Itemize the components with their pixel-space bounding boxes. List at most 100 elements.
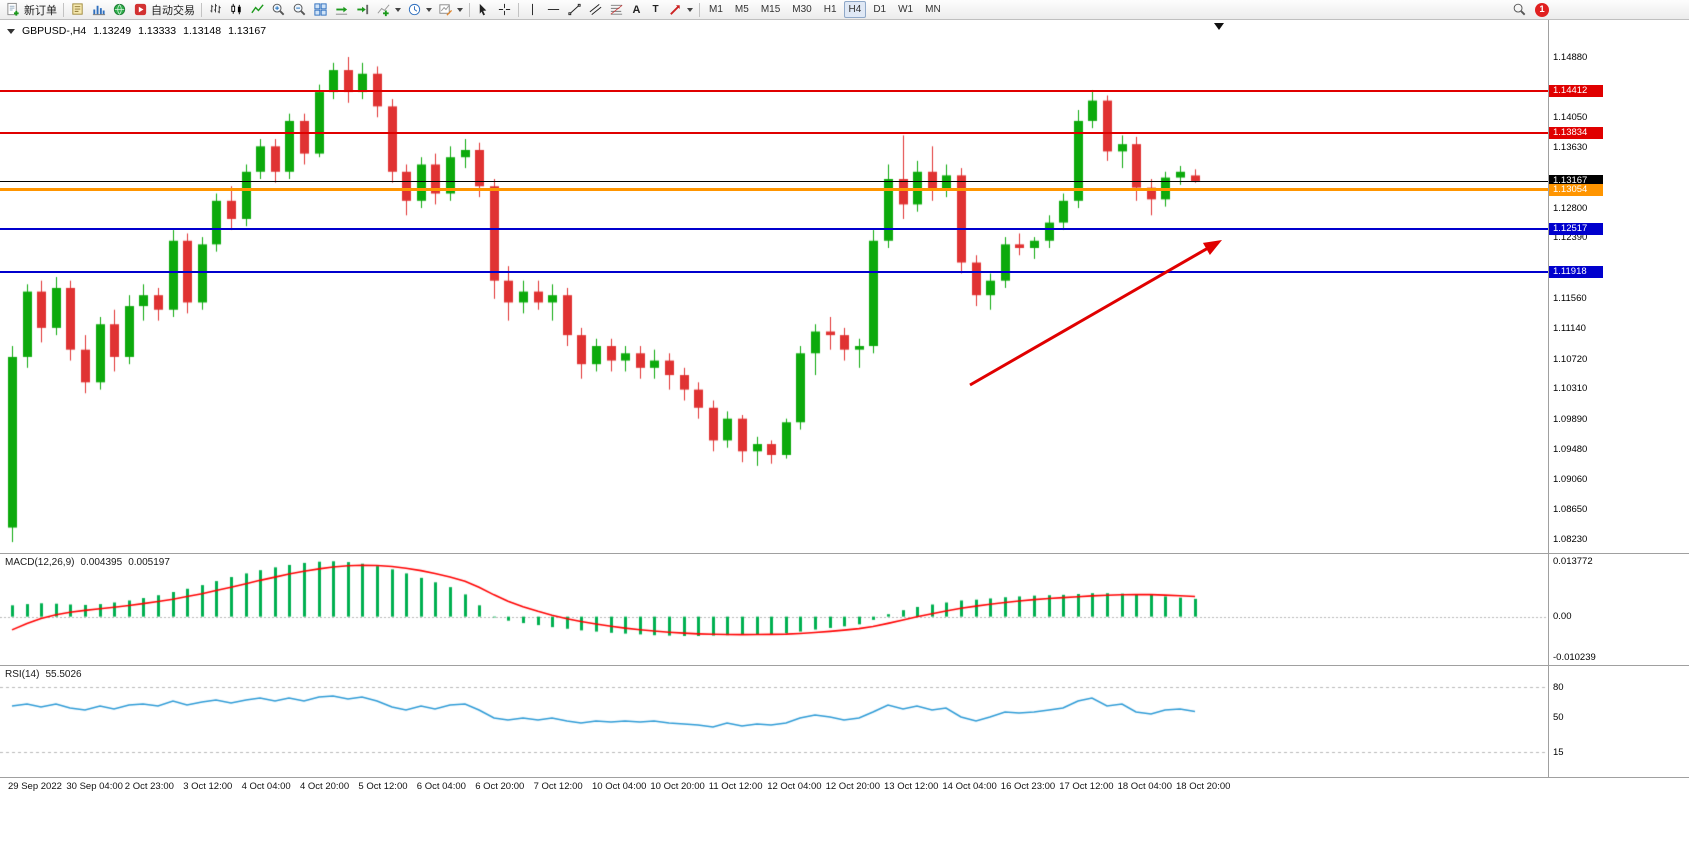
pivot-line-orange-tag: 1.13054 xyxy=(1549,183,1603,196)
arrow-shape-icon xyxy=(670,5,680,15)
channel-tool[interactable] xyxy=(585,1,606,19)
resistance-line-2-tag: 1.13834 xyxy=(1549,126,1603,139)
vertical-line-tool[interactable] xyxy=(522,1,543,19)
price-axis-label: 1.11140 xyxy=(1553,323,1586,335)
rsi-value: 55.5026 xyxy=(45,669,82,680)
search-icon[interactable] xyxy=(1512,2,1527,17)
support-line-1[interactable] xyxy=(0,227,1548,230)
pane-separator[interactable] xyxy=(0,665,1689,666)
horizontal-line-tool[interactable] xyxy=(543,1,564,19)
resistance-line-1-tag: 1.14412 xyxy=(1549,85,1603,97)
macd-axis-label: 0.013772 xyxy=(1553,555,1593,567)
arrows-tool[interactable] xyxy=(665,1,696,19)
vertical-line-icon xyxy=(532,3,533,16)
separator xyxy=(63,2,64,17)
notification-badge[interactable]: 1 xyxy=(1535,2,1549,17)
indicators-button[interactable] xyxy=(373,1,404,19)
macd-value-main: 0.004395 xyxy=(80,557,123,568)
current-price-line[interactable] xyxy=(0,180,1548,182)
timeframe-h1[interactable]: H1 xyxy=(823,4,837,15)
zoom-out-icon xyxy=(293,3,306,16)
cursor-icon xyxy=(479,3,487,16)
periods-button[interactable] xyxy=(404,1,435,19)
price-axis-label: 1.12800 xyxy=(1553,202,1588,214)
timeframe-d1[interactable]: D1 xyxy=(873,4,887,15)
document-button[interactable] xyxy=(67,1,88,19)
cursor-button[interactable] xyxy=(473,1,494,19)
line-chart-button[interactable] xyxy=(247,1,268,19)
crosshair-button[interactable] xyxy=(494,1,515,19)
timeframe-m5[interactable]: M5 xyxy=(734,4,749,15)
resistance-line-1[interactable] xyxy=(0,90,1548,92)
timeframe-m30[interactable]: M30 xyxy=(792,4,812,15)
line-chart-icon xyxy=(251,4,264,14)
pane-separator[interactable] xyxy=(0,553,1689,554)
candlestick-chart-button[interactable] xyxy=(226,1,247,19)
fibonacci-icon xyxy=(610,4,623,15)
templates-button[interactable] xyxy=(435,1,466,19)
trendline-tool[interactable] xyxy=(564,1,585,19)
text-tool[interactable]: A xyxy=(627,1,646,19)
price-axis-label: 1.11560 xyxy=(1553,292,1587,304)
timeframe-m15[interactable]: M15 xyxy=(760,4,781,15)
support-line-2[interactable] xyxy=(0,271,1548,274)
timeframe-mn[interactable]: MN xyxy=(925,4,941,15)
separator xyxy=(201,2,202,17)
timeframe-h4[interactable]: H4 xyxy=(843,1,867,18)
zoom-in-button[interactable] xyxy=(268,1,289,19)
price-axis-label: 1.09060 xyxy=(1553,474,1588,486)
toolbar: 新订单 自动交易 xyxy=(0,0,1689,20)
date-label: 6 Oct 04:00 xyxy=(416,781,466,792)
autoscroll-icon xyxy=(335,6,348,15)
date-label: 29 Sep 2022 xyxy=(8,781,62,792)
date-label: 18 Oct 04:00 xyxy=(1117,781,1172,792)
price-axis-label: 1.14880 xyxy=(1553,51,1588,63)
price-axis-separator xyxy=(1548,20,1549,777)
autotrading-button[interactable]: 自动交易 xyxy=(130,1,198,19)
bar-chart-button[interactable] xyxy=(205,1,226,19)
data-window-button[interactable] xyxy=(88,1,109,19)
template-icon xyxy=(439,4,453,16)
chevron-down-icon xyxy=(426,7,432,12)
fibonacci-tool[interactable] xyxy=(606,1,627,19)
macd-axis-label: 0.00 xyxy=(1553,611,1572,623)
rsi-axis-label: 80 xyxy=(1553,681,1564,693)
ohlc-low: 1.13148 xyxy=(183,25,222,37)
date-label: 6 Oct 20:00 xyxy=(475,781,525,792)
new-order-button[interactable]: 新订单 xyxy=(3,1,60,19)
rsi-pane-canvas[interactable] xyxy=(0,666,1548,777)
date-label: 12 Oct 20:00 xyxy=(825,781,880,792)
date-label: 16 Oct 23:00 xyxy=(1000,781,1056,792)
tile-windows-button[interactable] xyxy=(310,1,331,19)
date-label: 2 Oct 23:00 xyxy=(124,781,174,792)
timeframe-m1[interactable]: M1 xyxy=(709,4,723,15)
trendline-icon xyxy=(568,3,581,16)
pivot-line-orange[interactable] xyxy=(0,188,1548,192)
text-label-tool[interactable]: T xyxy=(646,1,665,19)
date-label: 7 Oct 12:00 xyxy=(533,781,583,792)
rsi-label: RSI(14) 55.5026 xyxy=(5,669,82,680)
date-label: 11 Oct 12:00 xyxy=(708,781,763,792)
autoscroll-button[interactable] xyxy=(331,1,352,19)
text-tool-icon: A xyxy=(632,3,641,16)
date-label: 10 Oct 04:00 xyxy=(592,781,647,792)
tile-windows-icon xyxy=(314,3,327,16)
collapse-triangle-icon[interactable] xyxy=(7,28,15,34)
clock-icon xyxy=(408,3,421,16)
macd-pane-canvas[interactable] xyxy=(0,554,1548,665)
symbol-period-label: GBPUSD-,H4 xyxy=(22,25,87,37)
date-label: 5 Oct 12:00 xyxy=(358,781,408,792)
price-axis-label: 1.09480 xyxy=(1553,443,1588,455)
timeframe-w1[interactable]: W1 xyxy=(898,4,914,15)
zoom-out-button[interactable] xyxy=(289,1,310,19)
price-chart-canvas[interactable] xyxy=(0,21,1548,553)
chart-shift-button[interactable] xyxy=(352,1,373,19)
resistance-line-2[interactable] xyxy=(0,131,1548,134)
community-button[interactable] xyxy=(109,1,130,19)
trend-arrow-annotation[interactable] xyxy=(950,220,1242,405)
globe-icon xyxy=(113,3,126,16)
date-label: 13 Oct 12:00 xyxy=(884,781,939,792)
support-line-1-tag: 1.12517 xyxy=(1549,222,1603,235)
price-axis-label: 1.08650 xyxy=(1553,503,1588,515)
